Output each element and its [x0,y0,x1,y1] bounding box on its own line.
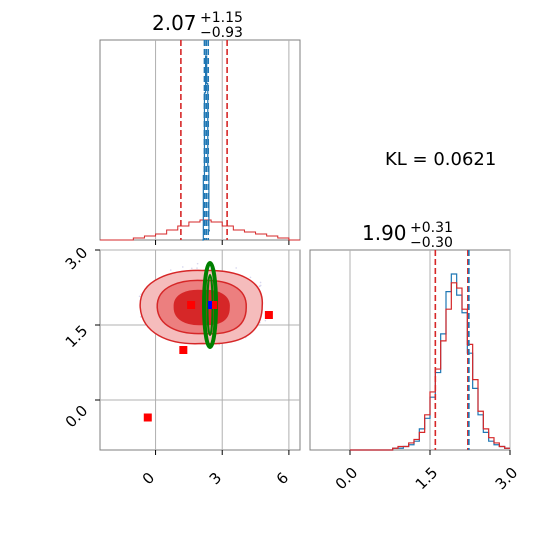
scatter-point [138,295,141,298]
tick-label-y-3: 3.0 [62,244,92,274]
tick-label-x-0: 0 [139,469,158,488]
title-param-2-plus: +0.31 [410,220,453,236]
title-param-1: 2.07 +1.15 −0.93 [152,10,243,41]
scatter-point [259,284,262,287]
panel-bottom-right [309,249,511,451]
hist-bottom-right-red [350,282,510,451]
tick-label-x2-0: 0.0 [332,464,362,494]
title-param-1-minus: −0.93 [200,25,243,41]
red-marker-1 [179,346,188,354]
scatter-point [169,269,172,271]
kl-label: KL = 0.0621 [385,149,496,170]
blue-marker [208,301,212,309]
tick-label-x-6: 6 [273,469,292,488]
scatter-point [259,285,261,288]
scatter-point [181,266,184,268]
title-param-1-median: 2.07 [152,11,197,35]
scatter-point [190,267,193,270]
contour-inner [173,289,230,326]
title-param-2: 1.90 +0.31 −0.30 [362,220,453,251]
tick-label-x2-3: 3.0 [492,464,522,494]
scatter-point [196,262,199,265]
panel-bottom-right-frame [309,249,511,451]
tick-label-y-0: 0.0 [62,402,92,432]
red-marker-2 [187,301,196,309]
scatter-point [259,281,262,284]
tick-label-x-3: 3 [206,469,225,488]
title-param-2-minus: −0.30 [410,235,453,251]
scatter-point [139,316,142,318]
chart-marks [95,40,511,455]
tick-label-y-1-5: 1.5 [62,322,92,352]
red-marker-4 [209,301,218,309]
panel-top-left [99,39,301,241]
red-marker-0 [143,413,152,422]
scatter-point [264,319,267,322]
panel-top-left-frame [99,39,301,241]
scatter-point [235,267,237,269]
title-param-1-plus: +1.15 [200,10,243,26]
scatter-point [196,267,198,269]
red-marker-3 [264,311,273,319]
scatter-point [249,276,252,279]
title-param-2-median: 1.90 [362,221,407,245]
tick-label-x2-1-5: 1.5 [412,464,442,494]
